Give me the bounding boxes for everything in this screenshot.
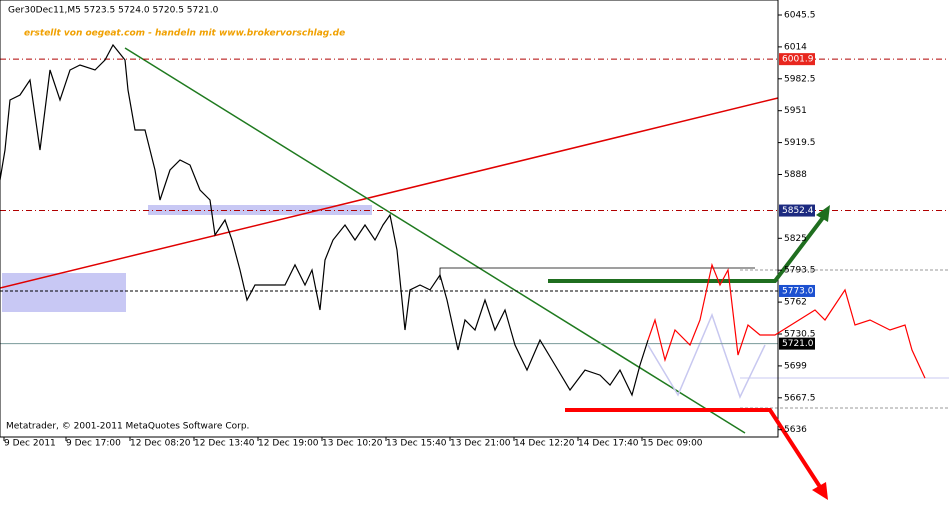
- x-tick-label: 9 Dec 17:00: [66, 439, 121, 449]
- y-tick-label: 5730.5: [784, 330, 816, 340]
- x-tick-label: 15 Dec 09:00: [642, 439, 703, 449]
- price-line-series: [647, 262, 926, 379]
- y-tick-label: 5636: [784, 425, 807, 435]
- x-tick-label: 13 Dec 21:00: [450, 439, 511, 449]
- trend-line: [0, 97, 779, 289]
- price-tag: [779, 204, 815, 217]
- arrow: [565, 408, 824, 492]
- x-tick-label: 12 Dec 19:00: [258, 439, 319, 449]
- y-tick-label: 5825: [784, 234, 807, 244]
- plot-frame: [0, 0, 779, 438]
- x-tick-label: 13 Dec 10:20: [322, 439, 383, 449]
- x-tick-label: 12 Dec 08:20: [130, 439, 191, 449]
- chart-title: Ger30Dec11,M5 5723.5 5724.0 5720.5 5721.…: [8, 6, 219, 16]
- arrow-head: [812, 482, 828, 500]
- x-tick-label: 14 Dec 12:20: [514, 439, 575, 449]
- arrow: [548, 213, 827, 283]
- price-tag: [779, 337, 815, 350]
- zone: [148, 205, 372, 215]
- x-tick-label: 13 Dec 15:40: [386, 439, 447, 449]
- copyright: Metatrader, © 2001-2011 MetaQuotes Softw…: [6, 422, 249, 432]
- x-tick-label: 14 Dec 17:40: [578, 439, 639, 449]
- price-tag-label: 5773.0: [782, 286, 814, 296]
- price-tag-label: 5721.0: [782, 339, 814, 349]
- price-tag-label: 5852.4: [782, 206, 814, 216]
- y-tick-label: 6014: [784, 42, 807, 52]
- price-tag-label: 6001.9: [782, 55, 814, 65]
- price-line-series: [0, 43, 649, 397]
- y-tick-label: 5793.5: [784, 266, 816, 276]
- watermark: erstellt von oegeat.com - handeln mit ww…: [24, 29, 345, 39]
- arrows: [548, 205, 830, 500]
- y-tick-label: 5919.5: [784, 138, 816, 148]
- trend-line: [124, 47, 746, 434]
- price-tag: [779, 53, 815, 66]
- x-tick-label: 9 Dec 2011: [4, 439, 56, 449]
- arrow-head: [816, 205, 830, 222]
- y-tick-label: 5667.5: [784, 393, 816, 403]
- y-tick-label: 5951: [784, 106, 807, 116]
- y-tick-label: 5982.5: [784, 74, 816, 84]
- y-tick-label: 6045.5: [784, 10, 816, 20]
- y-tick-label: 5762: [784, 298, 807, 308]
- y-tick-label: 5699: [784, 361, 807, 371]
- x-tick-label: 12 Dec 13:40: [194, 439, 255, 449]
- projection: [647, 312, 766, 399]
- price-tag: [779, 284, 815, 297]
- plot-layer: [0, 47, 949, 434]
- y-tick-label: 5888: [784, 170, 807, 180]
- zone: [2, 273, 126, 312]
